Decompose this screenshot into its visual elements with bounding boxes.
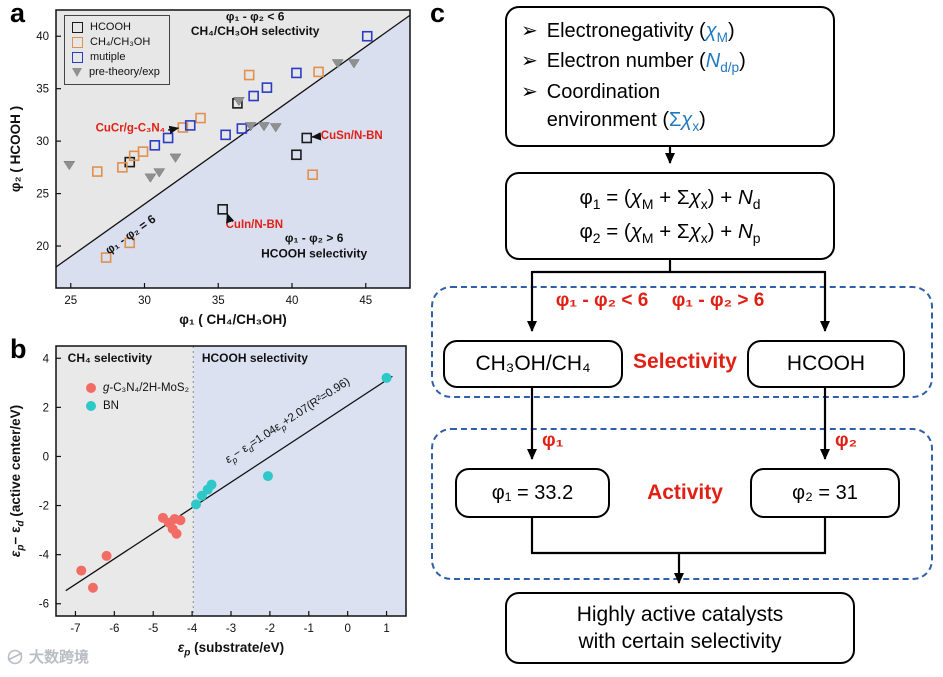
- svg-text:φ₁ - φ₂ > 6: φ₁ - φ₂ > 6: [285, 231, 344, 245]
- svg-text:25: 25: [64, 295, 77, 307]
- legend-label: CH₄/CH₃OH: [90, 36, 151, 48]
- scatter-plot-b: -7 -6 -5 -4 -3 -2 -1 0 1 -6 -4 -2 0 2 4 εp (substrate/e…: [8, 345, 407, 659]
- bullet-arrow-icon: ➢: [521, 80, 538, 103]
- svg-text:φ₁ ( CH₄/CH₃OH): φ₁ ( CH₄/CH₃OH): [179, 312, 286, 327]
- bullet-arrow-icon: ➢: [521, 20, 538, 42]
- hcooh-box: HCOOH: [747, 340, 905, 388]
- watermark-logo-icon: [7, 649, 23, 664]
- legend-label: mutiple: [90, 51, 126, 63]
- descriptor-inputs-box: ➢ Electronegativity (χM) ➢ Electron numb…: [505, 6, 835, 148]
- svg-text:φ₂ ( HCOOH ): φ₂ ( HCOOH ): [8, 106, 23, 192]
- svg-text:CuIn/N-BN: CuIn/N-BN: [226, 219, 284, 231]
- input-item-text: Electron number (Nd/p): [546, 50, 746, 76]
- svg-text:20: 20: [36, 241, 49, 253]
- input-item-text: Coordination environment (Σχx): [546, 80, 706, 134]
- panel-c-label: c: [430, 0, 446, 28]
- legend-label: BN: [103, 400, 119, 412]
- result-line-2: with certain selectivity: [578, 630, 782, 653]
- svg-text:-1: -1: [304, 623, 314, 635]
- svg-text:40: 40: [286, 295, 299, 307]
- legend-label: pre-theory/exp: [89, 66, 160, 78]
- result-box: Highly active catalysts with certain sel…: [505, 592, 855, 664]
- svg-text:35: 35: [212, 295, 225, 307]
- svg-text:CH₄ selectivity: CH₄ selectivity: [68, 351, 153, 365]
- legend-label: g-C₃N₄/2H-MoS₂: [103, 382, 190, 394]
- phi1-arrow-label: φ₁: [542, 430, 564, 451]
- legend-item-bn: BN: [86, 400, 189, 412]
- svg-text:CH₄/CH₃OH selectivity: CH₄/CH₃OH selectivity: [191, 24, 320, 38]
- svg-text:2: 2: [43, 402, 49, 414]
- phi2-value-box: φ₂ = 31: [750, 468, 900, 518]
- svg-text:0: 0: [43, 451, 49, 463]
- panel-a-chart: 25 30 35 40 45 20 25 30 35 40 φ₁ ( CH₄/CH₃OH) φ₂ ( …: [6, 2, 418, 334]
- input-item-electronegativity: ➢ Electronegativity (χM): [521, 17, 823, 47]
- svg-text:εp− εd (active center/eV): εp− εd (active center/eV): [8, 405, 27, 557]
- selectivity-label: Selectivity: [633, 350, 737, 373]
- legend-item-gc3n4: g-C₃N₄/2H-MoS₂: [86, 382, 189, 394]
- square-marker-icon: [72, 51, 83, 63]
- svg-text:-6: -6: [39, 599, 49, 611]
- svg-text:40: 40: [36, 31, 49, 43]
- svg-text:CuCr/g-C₃N₄: CuCr/g-C₃N₄: [96, 123, 166, 135]
- legend-b: g-C₃N₄/2H-MoS₂ BN: [86, 382, 189, 412]
- svg-text:0: 0: [344, 623, 350, 635]
- svg-text:HCOOH selectivity: HCOOH selectivity: [261, 247, 367, 261]
- input-item-coordination: ➢ Coordination environment (Σχx): [521, 78, 823, 137]
- condition-right-label: φ₁ - φ₂ > 6: [671, 290, 765, 311]
- svg-text:-7: -7: [70, 623, 80, 635]
- svg-text:-5: -5: [148, 623, 158, 635]
- svg-text:45: 45: [359, 295, 372, 307]
- square-marker-icon: [72, 36, 83, 48]
- svg-text:-3: -3: [226, 623, 236, 635]
- descriptor-formula-box: φ1 = (χM + Σχx) + Nd φ2 = (χM + Σχx) + N…: [505, 172, 835, 260]
- svg-text:35: 35: [36, 84, 49, 96]
- svg-text:-4: -4: [39, 550, 50, 562]
- ch3oh-ch4-box: CH₃OH/CH₄: [443, 340, 623, 388]
- svg-text:εp (substrate/eV): εp (substrate/eV): [178, 640, 284, 659]
- input-item-electron-number: ➢ Electron number (Nd/p): [521, 47, 823, 77]
- legend-a: HCOOH CH₄/CH₃OH mutiple pre-theory/exp: [64, 15, 170, 85]
- svg-text:CuSn/N-BN: CuSn/N-BN: [321, 130, 383, 142]
- svg-text:-4: -4: [187, 623, 198, 635]
- panel-a-label: a: [10, 0, 26, 28]
- svg-text:25: 25: [36, 189, 49, 201]
- svg-text:1: 1: [383, 623, 389, 635]
- legend-item-pretheory: pre-theory/exp: [72, 66, 160, 78]
- svg-text:φ₁ - φ₂ < 6: φ₁ - φ₂ < 6: [226, 9, 285, 23]
- legend-item-ch4ch3oh: CH₄/CH₃OH: [72, 36, 160, 48]
- dot-marker-icon: [86, 383, 96, 393]
- svg-text:4: 4: [43, 353, 50, 365]
- svg-text:-2: -2: [39, 501, 49, 513]
- bullet-arrow-icon: ➢: [521, 50, 538, 73]
- watermark-text: 大数跨境: [29, 649, 90, 666]
- activity-label: Activity: [647, 481, 723, 504]
- condition-left-label: φ₁ - φ₂ < 6: [555, 290, 649, 311]
- svg-text:-6: -6: [109, 623, 119, 635]
- selectivity-dashed-container: [431, 286, 933, 398]
- legend-label: HCOOH: [90, 21, 131, 33]
- watermark: 大数跨境: [6, 646, 89, 667]
- dot-marker-icon: [86, 401, 96, 411]
- formula-line-2: φ2 = (χM + Σχx) + Np: [579, 219, 761, 246]
- phi1-value-box: φ₁ = 33.2: [455, 468, 610, 518]
- svg-text:30: 30: [138, 295, 151, 307]
- panel-b-label: b: [10, 334, 27, 364]
- legend-item-mutiple: mutiple: [72, 51, 160, 63]
- svg-text:30: 30: [36, 136, 49, 148]
- result-line-1: Highly active catalysts: [576, 602, 784, 626]
- phi2-arrow-label: φ₂: [835, 430, 858, 451]
- triangle-marker-icon: [72, 67, 82, 77]
- square-marker-icon: [72, 21, 83, 33]
- formula-line-1: φ1 = (χM + Σχx) + Nd: [579, 186, 761, 213]
- svg-text:HCOOH selectivity: HCOOH selectivity: [202, 351, 308, 365]
- flowchart-panel: c ➢ Electronegativity (χM) ➢: [425, 0, 943, 677]
- input-item-text: Electronegativity (χM): [546, 20, 735, 45]
- svg-text:-2: -2: [265, 623, 275, 635]
- legend-item-hcooh: HCOOH: [72, 21, 160, 33]
- panel-b-chart: -7 -6 -5 -4 -3 -2 -1 0 1 -6 -4 -2 0 2 4 εp (substrate/e…: [6, 338, 418, 674]
